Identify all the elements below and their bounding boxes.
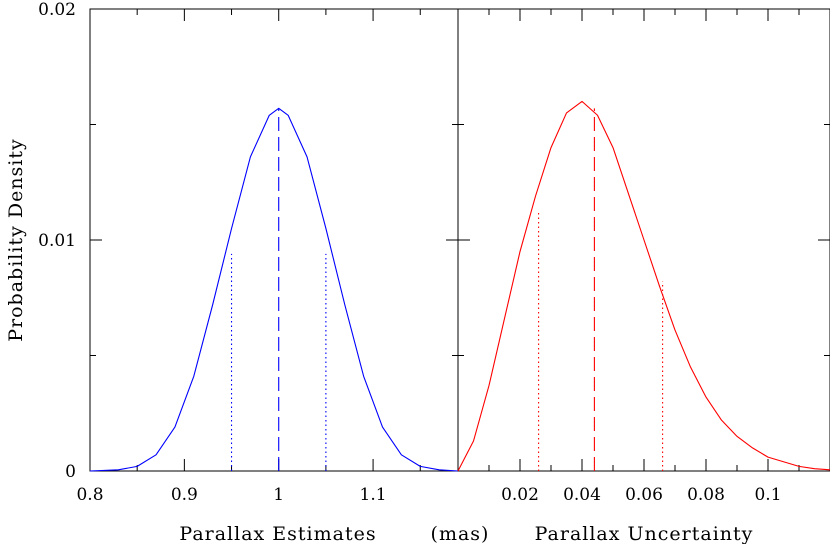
x-tick-label: 1.1 — [360, 485, 387, 505]
x-tick-label: 0.08 — [687, 485, 725, 505]
x-tick-label: 0.8 — [76, 485, 103, 505]
left-x-axis-title: Parallax Estimates — [179, 523, 376, 544]
right-x-axis-title: Parallax Uncertainty — [535, 523, 754, 544]
left-panel-frame — [89, 8, 459, 472]
x-tick-label: 0.1 — [754, 485, 781, 505]
x-tick-label: 0.9 — [171, 485, 198, 505]
left-panel: 0.8 0.9 1 1.1 0 0.01 0.02 — [38, 0, 459, 505]
y-tick-label: 0.01 — [38, 231, 76, 251]
x-tick-label: 1 — [273, 485, 284, 505]
right-panel: 0.02 0.04 0.06 0.08 0.1 — [457, 8, 830, 505]
right-density-curve — [457, 100, 830, 472]
y-tick-label: 0.02 — [38, 0, 76, 20]
x-axis-unit-label: (mas) — [431, 523, 490, 544]
y-tick-label: 0 — [65, 462, 76, 482]
y-axis-title: Probability Density — [5, 138, 27, 342]
x-tick-label: 0.06 — [625, 485, 663, 505]
x-tick-label: 0.04 — [563, 485, 601, 505]
left-density-curve — [89, 107, 459, 472]
x-tick-label: 0.02 — [501, 485, 539, 505]
